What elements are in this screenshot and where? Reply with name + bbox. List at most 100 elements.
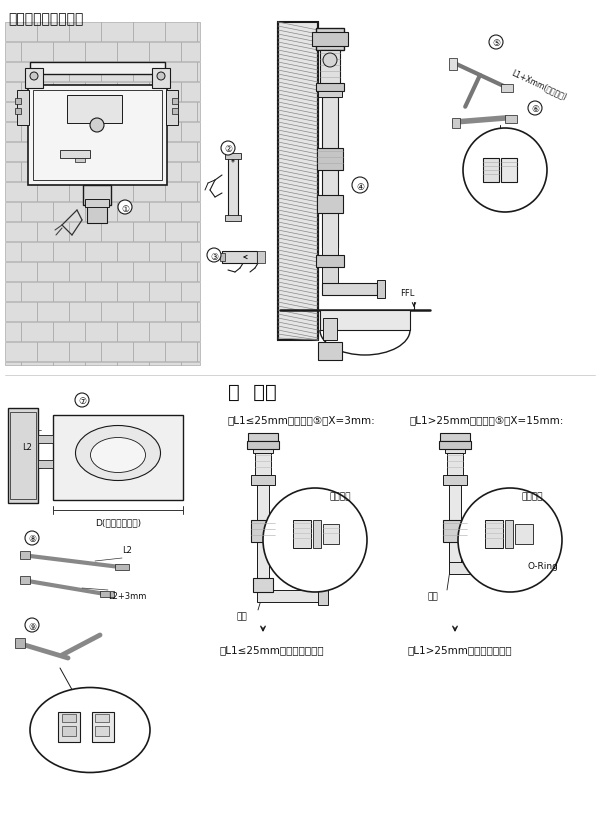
Bar (251, 520, 275, 542)
Bar (37, 22, 69, 41)
Text: 当L1>25mm时，完成示意图: 当L1>25mm时，完成示意图 (408, 645, 512, 655)
Bar (83, 185, 111, 205)
Bar (197, 302, 200, 321)
Circle shape (30, 72, 38, 80)
Bar (101, 182, 133, 201)
Bar (85, 42, 117, 61)
Ellipse shape (76, 426, 161, 480)
Bar (515, 524, 533, 544)
Bar (117, 202, 149, 221)
Bar (5, 262, 37, 281)
Bar (60, 150, 90, 158)
Bar (53, 82, 85, 101)
Bar (69, 102, 101, 121)
Bar (117, 242, 149, 261)
Text: ⑥: ⑥ (531, 105, 539, 114)
Bar (501, 158, 517, 182)
Bar (21, 242, 53, 261)
Bar (5, 142, 37, 161)
Bar (165, 222, 197, 241)
Bar (197, 102, 200, 121)
Text: FFL: FFL (400, 289, 415, 298)
Bar (181, 202, 200, 221)
Bar (440, 433, 470, 441)
Bar (181, 42, 200, 61)
Bar (20, 551, 30, 559)
Bar (101, 22, 133, 41)
Bar (181, 82, 200, 101)
Bar (320, 310, 410, 330)
Bar (165, 22, 197, 41)
Bar (149, 82, 181, 101)
Bar (149, 362, 181, 365)
Text: O-Ring: O-Ring (528, 562, 559, 571)
Bar (165, 62, 197, 81)
Bar (377, 280, 385, 298)
Bar (95, 714, 109, 722)
Bar (5, 162, 21, 181)
Bar (15, 108, 21, 114)
Circle shape (90, 118, 104, 132)
Bar (318, 587, 328, 605)
Bar (322, 213, 338, 258)
Bar (20, 576, 30, 584)
Bar (172, 98, 178, 104)
Circle shape (207, 248, 221, 262)
Text: ⑦: ⑦ (78, 397, 86, 407)
Bar (21, 282, 53, 301)
Bar (133, 102, 165, 121)
Bar (37, 182, 69, 201)
Bar (165, 262, 197, 281)
Bar (101, 102, 133, 121)
Bar (197, 62, 200, 81)
Bar (222, 251, 257, 263)
Bar (197, 142, 200, 161)
Bar (181, 322, 200, 341)
Circle shape (263, 488, 367, 592)
Bar (149, 242, 181, 261)
Bar (485, 520, 503, 548)
Bar (251, 475, 275, 485)
Bar (17, 90, 29, 125)
Bar (21, 162, 53, 181)
Bar (117, 322, 149, 341)
Bar (15, 98, 21, 104)
Bar (5, 362, 21, 365)
Ellipse shape (91, 438, 146, 473)
Text: 当L1≤25mm时，完成示意图: 当L1≤25mm时，完成示意图 (220, 645, 325, 655)
Bar (37, 142, 69, 161)
Text: 当L1≤25mm时，步骤⑤中X=3mm:: 当L1≤25mm时，步骤⑤中X=3mm: (228, 415, 376, 425)
Bar (133, 22, 165, 41)
Bar (5, 22, 37, 41)
Bar (166, 90, 178, 125)
Circle shape (25, 618, 39, 632)
Bar (117, 282, 149, 301)
Bar (53, 322, 85, 341)
Bar (101, 142, 133, 161)
Bar (445, 441, 465, 453)
Bar (21, 362, 53, 365)
Bar (53, 362, 85, 365)
Bar (53, 162, 85, 181)
Bar (15, 638, 25, 648)
Bar (8, 408, 38, 503)
Bar (133, 262, 165, 281)
Bar (37, 222, 69, 241)
Text: ⑨: ⑨ (28, 623, 36, 631)
Bar (149, 322, 181, 341)
Bar (149, 282, 181, 301)
Text: 当L1>25mm时，步骤⑤中X=15mm:: 当L1>25mm时，步骤⑤中X=15mm: (410, 415, 565, 425)
Bar (85, 362, 117, 365)
Bar (37, 342, 69, 361)
Bar (439, 441, 471, 449)
Text: ③: ③ (210, 252, 218, 261)
Bar (5, 322, 21, 341)
Bar (117, 162, 149, 181)
Bar (115, 564, 129, 570)
Bar (318, 342, 342, 360)
Bar (257, 590, 322, 602)
Bar (101, 302, 133, 321)
Bar (5, 102, 37, 121)
Bar (100, 591, 114, 597)
Bar (322, 267, 338, 289)
